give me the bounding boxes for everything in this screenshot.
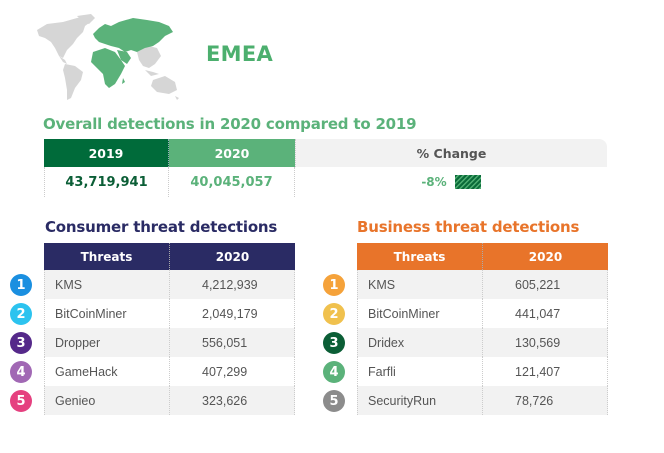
threat-name: Farfli: [357, 357, 483, 386]
value-change: -8%: [421, 175, 447, 189]
threat-name: KMS: [44, 270, 170, 299]
decrease-hatch-icon: [454, 175, 481, 189]
header-2020: 2020: [483, 243, 608, 270]
threat-count: 407,299: [170, 357, 295, 386]
rank-badge: 3: [10, 332, 32, 354]
threat-count: 605,221: [483, 270, 608, 299]
overall-table: 2019 2020 % Change 43,719,941 40,045,057…: [44, 139, 607, 197]
rank-badge: 1: [10, 274, 32, 296]
consumer-title: Consumer threat detections: [45, 218, 278, 236]
world-map-icon: [37, 14, 179, 100]
threat-count: 4,212,939: [170, 270, 295, 299]
table-row: 2 BitCoinMiner 441,047: [323, 299, 608, 328]
value-change-cell: -8%: [295, 167, 607, 197]
consumer-table: Threats 2020 1 KMS 4,212,939 2 BitCoinMi…: [10, 243, 295, 415]
threat-name: GameHack: [44, 357, 170, 386]
threat-name: BitCoinMiner: [44, 299, 170, 328]
header-threats: Threats: [44, 243, 170, 270]
header-threats: Threats: [357, 243, 483, 270]
header-2020: 2020: [169, 139, 295, 167]
overall-title: Overall detections in 2020 compared to 2…: [43, 115, 417, 133]
region-title: EMEA: [206, 42, 274, 66]
value-2020: 40,045,057: [169, 167, 295, 197]
emea-region: [91, 18, 173, 88]
threat-count: 130,569: [483, 328, 608, 357]
rank-badge: 4: [10, 361, 32, 383]
table-row: 5 SecurityRun 78,726: [323, 386, 608, 415]
rank-badge: 1: [323, 274, 345, 296]
threat-count: 441,047: [483, 299, 608, 328]
threat-count: 323,626: [170, 386, 295, 415]
threat-count: 121,407: [483, 357, 608, 386]
consumer-rows: 1 KMS 4,212,939 2 BitCoinMiner 2,049,179…: [10, 270, 295, 415]
header-change: % Change: [295, 139, 607, 167]
threat-name: Dridex: [357, 328, 483, 357]
rank-badge: 4: [323, 361, 345, 383]
threat-name: Genieo: [44, 386, 170, 415]
other-regions: [37, 14, 179, 100]
threat-count: 556,051: [170, 328, 295, 357]
overall-values-row: 43,719,941 40,045,057 -8%: [44, 167, 607, 197]
threat-name: KMS: [357, 270, 483, 299]
business-table: Threats 2020 1 KMS 605,221 2 BitCoinMine…: [323, 243, 608, 415]
table-row: 3 Dridex 130,569: [323, 328, 608, 357]
threat-name: SecurityRun: [357, 386, 483, 415]
business-title: Business threat detections: [357, 218, 580, 236]
header-2019: 2019: [44, 139, 169, 167]
table-row: 3 Dropper 556,051: [10, 328, 295, 357]
rank-badge: 2: [323, 303, 345, 325]
rank-badge: 5: [323, 390, 345, 412]
rank-badge: 5: [10, 390, 32, 412]
business-header-row: Threats 2020: [357, 243, 608, 270]
table-row: 4 GameHack 407,299: [10, 357, 295, 386]
business-rows: 1 KMS 605,221 2 BitCoinMiner 441,047 3 D…: [323, 270, 608, 415]
rank-badge: 3: [323, 332, 345, 354]
table-row: 5 Genieo 323,626: [10, 386, 295, 415]
header-2020: 2020: [170, 243, 295, 270]
table-row: 1 KMS 605,221: [323, 270, 608, 299]
overall-header-row: 2019 2020 % Change: [44, 139, 607, 167]
rank-badge: 2: [10, 303, 32, 325]
threat-name: Dropper: [44, 328, 170, 357]
value-2019: 43,719,941: [44, 167, 169, 197]
threat-name: BitCoinMiner: [357, 299, 483, 328]
table-row: 2 BitCoinMiner 2,049,179: [10, 299, 295, 328]
threat-count: 2,049,179: [170, 299, 295, 328]
threat-count: 78,726: [483, 386, 608, 415]
table-row: 1 KMS 4,212,939: [10, 270, 295, 299]
consumer-header-row: Threats 2020: [44, 243, 295, 270]
table-row: 4 Farfli 121,407: [323, 357, 608, 386]
